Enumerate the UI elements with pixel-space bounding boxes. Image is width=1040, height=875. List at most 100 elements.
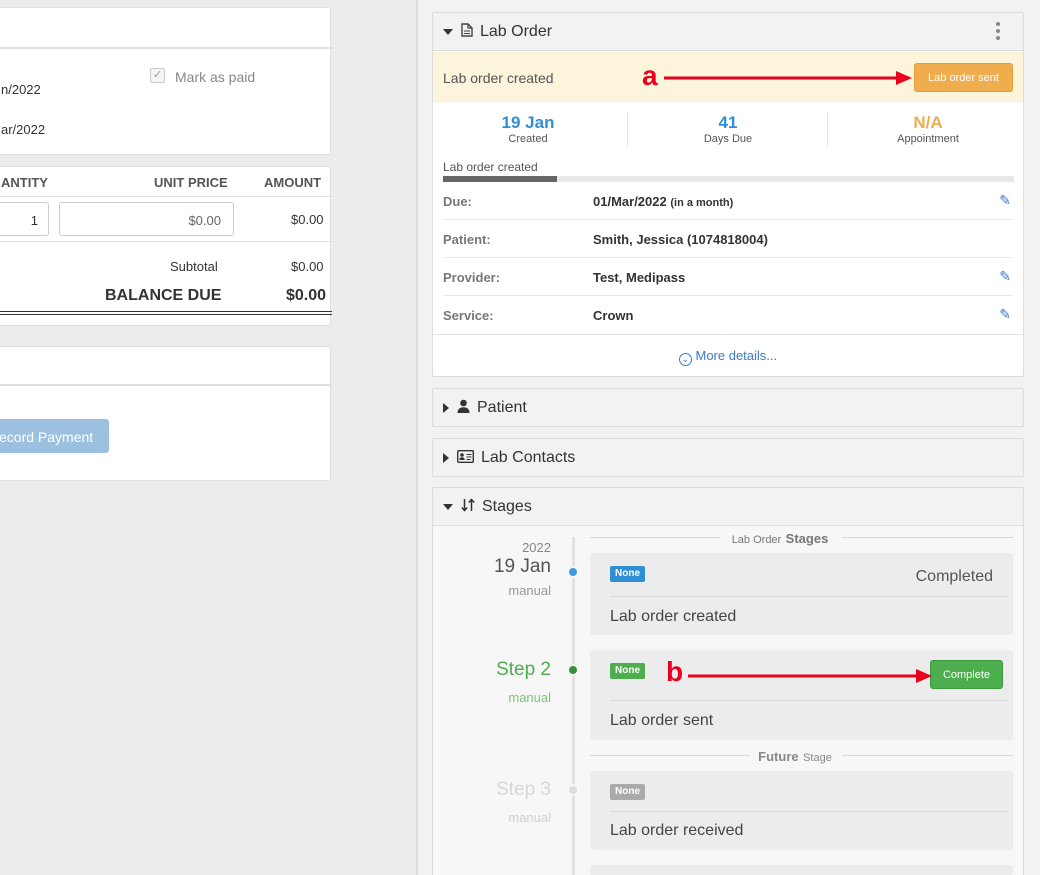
section-rule	[590, 537, 720, 538]
appointment-label: Appointment	[897, 133, 959, 145]
issue-date: n/2022	[1, 82, 41, 97]
stage4-card	[590, 865, 1013, 875]
stat-divider	[827, 113, 828, 147]
stages-panel-title: Stages	[482, 497, 532, 515]
stat-divider	[627, 113, 628, 147]
more-details-link[interactable]: ⌄ More details...	[433, 348, 1023, 366]
created-value: 19 Jan	[501, 113, 555, 132]
service-key: Service:	[443, 308, 494, 323]
col-unit-price: UNIT PRICE	[154, 175, 228, 190]
edit-service-pencil-icon[interactable]: ✎	[999, 306, 1011, 322]
header-divider	[0, 196, 332, 197]
stage3-step: Step 3	[496, 779, 551, 800]
lab-order-sent-button[interactable]: Lab order sent	[914, 63, 1013, 92]
card-divider	[610, 811, 1007, 812]
stage1-badge: None	[610, 566, 645, 582]
progress-bar	[443, 176, 1014, 182]
stage2-meta: Step 2 manual	[440, 659, 551, 705]
timeline-dot-completed	[567, 566, 579, 578]
lab-order-panel-header[interactable]: Lab Order	[433, 13, 1023, 51]
invoice-area: ✓ Mark as paid n/2022 ar/2022 ANTITY UNI…	[0, 0, 416, 875]
invoice-summary-card: ✓ Mark as paid n/2022 ar/2022	[0, 7, 332, 155]
lab-contacts-panel-title: Lab Contacts	[481, 448, 576, 466]
stages-section-header: Lab Order Stages	[720, 530, 840, 548]
col-quantity: ANTITY	[1, 175, 48, 190]
timeline-dot-current	[567, 664, 579, 676]
mark-paid-checkbox[interactable]: ✓	[150, 68, 165, 83]
unit-price-input[interactable]: $0.00	[59, 202, 234, 236]
sort-arrows-icon	[461, 498, 475, 515]
stage1-year: 2022	[522, 540, 551, 555]
complete-button[interactable]: Complete	[930, 660, 1003, 689]
stage2-step: Step 2	[496, 659, 551, 680]
edit-due-pencil-icon[interactable]: ✎	[999, 192, 1011, 208]
days-due-label: Days Due	[703, 133, 753, 145]
due-row: Due: 01/Mar/2022 (in a month) ✎	[443, 182, 1013, 220]
stage2-name: Lab order sent	[610, 712, 714, 729]
stage3-name: Lab order received	[610, 822, 744, 839]
due-date-value: 01/Mar/2022	[593, 194, 667, 209]
card-divider	[0, 384, 332, 386]
chevron-down-circle-icon: ⌄	[678, 353, 692, 366]
stage2-badge: None	[610, 663, 645, 679]
patient-panel-title: Patient	[477, 398, 527, 416]
row-amount: $0.00	[291, 212, 324, 227]
stage3-badge: None	[610, 784, 645, 800]
card-divider	[610, 700, 1007, 701]
stage1-name: Lab order created	[610, 608, 737, 625]
user-icon	[457, 399, 470, 416]
section-header-bold: Stages	[785, 531, 829, 546]
stat-created: 19 Jan Created	[443, 113, 613, 145]
due-date: ar/2022	[1, 122, 46, 137]
details-divider	[433, 334, 1023, 335]
subtotal-value: $0.00	[291, 259, 324, 274]
progress-fill	[443, 176, 558, 182]
annotation-arrow-a	[664, 71, 912, 85]
col-amount: AMOUNT	[264, 175, 322, 190]
section-rule	[842, 755, 1013, 756]
stage1-card: None Completed Lab order created	[590, 553, 1013, 635]
address-card-icon	[456, 449, 475, 466]
mark-paid-label: Mark as paid	[175, 69, 256, 85]
stage1-date: 19 Jan	[493, 556, 551, 577]
stat-appointment: N/A Appointment	[843, 113, 1013, 145]
lab-contacts-panel[interactable]: Lab Contacts	[432, 438, 1024, 477]
balance-double-rule	[0, 311, 332, 315]
due-hint: (in a month)	[670, 197, 734, 209]
provider-value: Test, Medipass	[593, 270, 686, 285]
quantity-input[interactable]: 1	[0, 202, 49, 236]
kebab-menu-icon[interactable]	[996, 22, 1000, 40]
document-icon	[461, 23, 473, 40]
annotation-a: a	[642, 60, 658, 91]
service-value: Crown	[593, 308, 634, 323]
stage1-meta: 2022 19 Jan manual	[440, 540, 551, 598]
future-section-header: Future Stage	[750, 748, 840, 766]
section-rule	[842, 537, 1013, 538]
balance-due-value: $0.00	[286, 287, 327, 304]
section-header-small: Lab Order	[731, 534, 782, 546]
created-label: Created	[508, 133, 548, 145]
card-divider	[0, 47, 332, 49]
expand-caret-icon	[443, 402, 449, 413]
annotation-b: b	[666, 656, 684, 687]
days-due-value: 41	[718, 113, 738, 132]
patient-panel[interactable]: Patient	[432, 388, 1024, 427]
due-key: Due:	[443, 194, 472, 209]
stage1-mode: manual	[508, 583, 551, 598]
stage3-meta: Step 3 manual	[440, 779, 551, 825]
lab-order-title: Lab Order	[480, 22, 553, 40]
timeline-line	[572, 537, 575, 875]
patient-panel-header[interactable]: Patient	[433, 389, 1023, 426]
status-text: Lab order created	[443, 70, 554, 86]
card-divider	[610, 596, 1007, 597]
stat-days-due: 41 Days Due	[643, 113, 813, 145]
record-payment-button[interactable]: ecord Payment	[0, 419, 109, 453]
stages-panel-header[interactable]: Stages	[433, 488, 1023, 526]
annotation-arrow-b	[688, 669, 932, 683]
stage3-mode: manual	[508, 810, 551, 825]
lab-contacts-panel-header[interactable]: Lab Contacts	[433, 439, 1023, 476]
timeline-dot-future	[567, 784, 579, 796]
invoice-items-card: ANTITY UNIT PRICE AMOUNT 1 $0.00 $0.00 S…	[0, 166, 332, 326]
edit-provider-pencil-icon[interactable]: ✎	[999, 268, 1011, 284]
payments-card: ecord Payment	[0, 346, 332, 481]
